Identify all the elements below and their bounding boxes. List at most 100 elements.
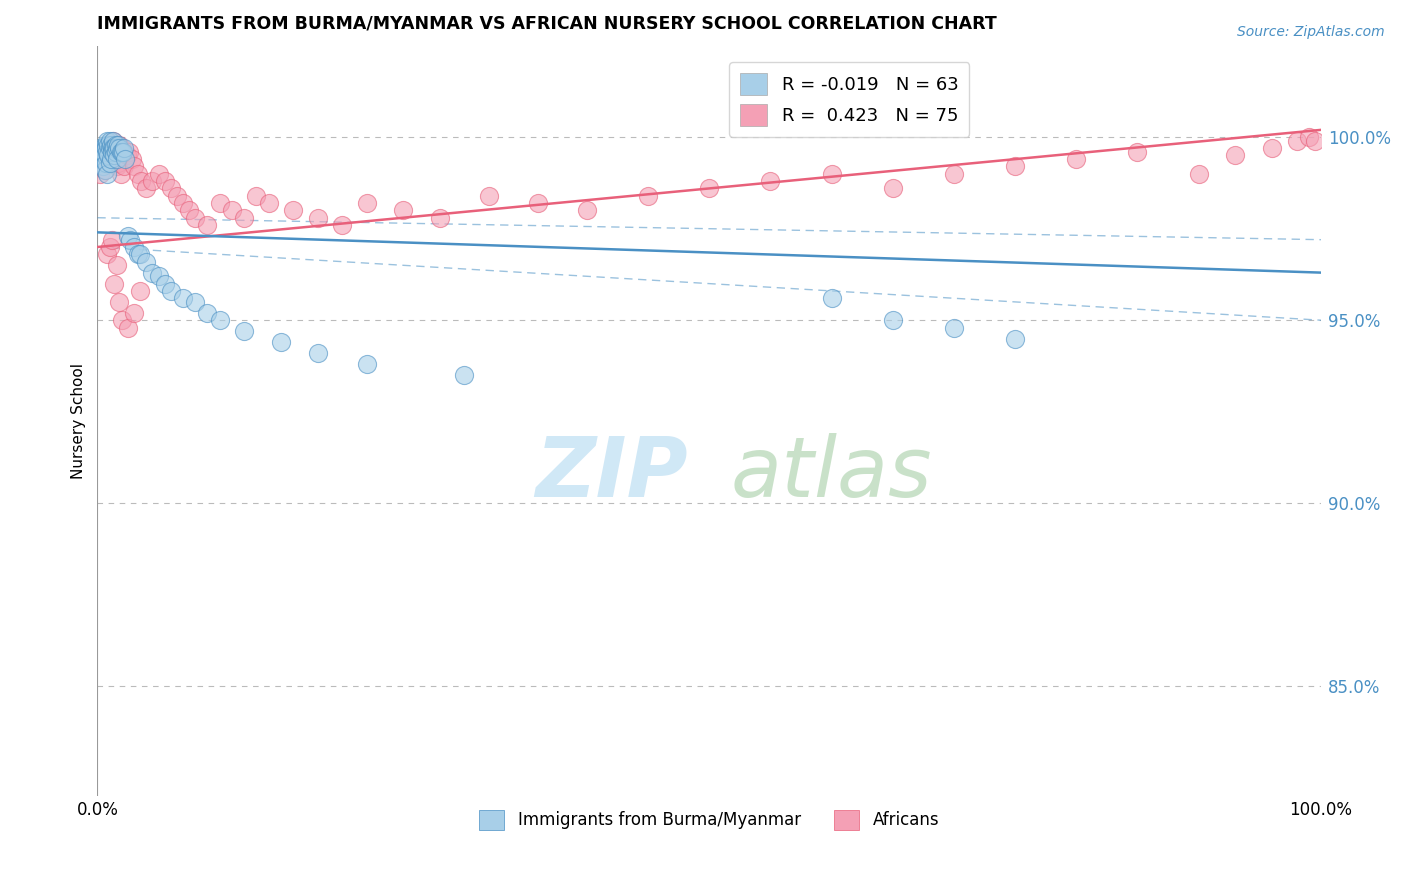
Point bbox=[91, 156, 114, 170]
Point bbox=[108, 141, 131, 155]
Point bbox=[98, 156, 121, 170]
Point bbox=[112, 160, 135, 174]
Point bbox=[94, 137, 117, 152]
Point bbox=[105, 160, 128, 174]
Text: atlas: atlas bbox=[731, 433, 932, 514]
Point bbox=[96, 134, 118, 148]
Point bbox=[127, 247, 149, 261]
Point bbox=[91, 160, 114, 174]
Point bbox=[1298, 130, 1320, 145]
Text: ZIP: ZIP bbox=[536, 433, 688, 514]
Point bbox=[111, 141, 134, 155]
Point bbox=[141, 266, 163, 280]
Point bbox=[114, 152, 136, 166]
Point bbox=[100, 137, 122, 152]
Point bbox=[105, 152, 128, 166]
Point bbox=[135, 181, 157, 195]
Text: IMMIGRANTS FROM BURMA/MYANMAR VS AFRICAN NURSERY SCHOOL CORRELATION CHART: IMMIGRANTS FROM BURMA/MYANMAR VS AFRICAN… bbox=[97, 15, 997, 33]
Point bbox=[94, 141, 117, 155]
Point bbox=[882, 313, 904, 327]
Point bbox=[637, 188, 659, 202]
Point bbox=[135, 254, 157, 268]
Point bbox=[245, 188, 267, 202]
Point bbox=[942, 320, 965, 334]
Point bbox=[148, 167, 170, 181]
Point bbox=[197, 306, 219, 320]
Point bbox=[108, 294, 131, 309]
Point bbox=[90, 148, 112, 162]
Point bbox=[93, 160, 115, 174]
Point bbox=[233, 324, 256, 338]
Point bbox=[111, 145, 134, 159]
Legend: Immigrants from Burma/Myanmar, Africans: Immigrants from Burma/Myanmar, Africans bbox=[472, 803, 946, 837]
Point bbox=[118, 145, 141, 159]
Point bbox=[172, 291, 194, 305]
Point bbox=[89, 141, 111, 155]
Point bbox=[122, 160, 145, 174]
Point bbox=[281, 203, 304, 218]
Point bbox=[93, 163, 115, 178]
Point bbox=[208, 196, 231, 211]
Point bbox=[117, 320, 139, 334]
Point bbox=[104, 145, 127, 159]
Point bbox=[356, 196, 378, 211]
Point bbox=[122, 306, 145, 320]
Point bbox=[105, 141, 128, 155]
Point bbox=[159, 284, 181, 298]
Point bbox=[110, 145, 132, 159]
Point bbox=[257, 196, 280, 211]
Point bbox=[127, 167, 149, 181]
Point bbox=[97, 141, 120, 155]
Point bbox=[942, 167, 965, 181]
Text: Source: ZipAtlas.com: Source: ZipAtlas.com bbox=[1237, 25, 1385, 39]
Point bbox=[392, 203, 415, 218]
Point bbox=[1066, 152, 1088, 166]
Point bbox=[172, 196, 194, 211]
Point bbox=[108, 137, 131, 152]
Point bbox=[98, 134, 121, 148]
Point bbox=[120, 233, 142, 247]
Point bbox=[93, 141, 115, 155]
Point bbox=[759, 174, 782, 188]
Point bbox=[97, 137, 120, 152]
Point bbox=[101, 233, 124, 247]
Point bbox=[103, 141, 125, 155]
Point bbox=[166, 188, 188, 202]
Point bbox=[91, 152, 114, 166]
Point bbox=[93, 163, 115, 178]
Point bbox=[1188, 167, 1211, 181]
Point bbox=[1261, 141, 1284, 155]
Point bbox=[93, 145, 115, 159]
Point bbox=[101, 148, 124, 162]
Point bbox=[104, 152, 127, 166]
Point bbox=[221, 203, 243, 218]
Point bbox=[197, 218, 219, 232]
Point bbox=[131, 174, 153, 188]
Point bbox=[93, 148, 115, 162]
Point bbox=[330, 218, 353, 232]
Point bbox=[96, 247, 118, 261]
Point bbox=[141, 174, 163, 188]
Point bbox=[96, 167, 118, 181]
Point bbox=[101, 145, 124, 159]
Point bbox=[94, 156, 117, 170]
Point bbox=[356, 357, 378, 371]
Point bbox=[103, 134, 125, 148]
Point bbox=[179, 203, 201, 218]
Point bbox=[90, 145, 112, 159]
Point bbox=[270, 335, 292, 350]
Point bbox=[1285, 134, 1308, 148]
Point bbox=[101, 141, 124, 155]
Point bbox=[93, 148, 115, 162]
Point bbox=[1303, 134, 1326, 148]
Point bbox=[96, 156, 118, 170]
Point bbox=[697, 181, 720, 195]
Point bbox=[429, 211, 451, 225]
Point bbox=[184, 211, 207, 225]
Point bbox=[478, 188, 501, 202]
Point bbox=[94, 145, 117, 159]
Point bbox=[110, 167, 132, 181]
Point bbox=[453, 368, 475, 383]
Point bbox=[159, 181, 181, 195]
Point bbox=[89, 167, 111, 181]
